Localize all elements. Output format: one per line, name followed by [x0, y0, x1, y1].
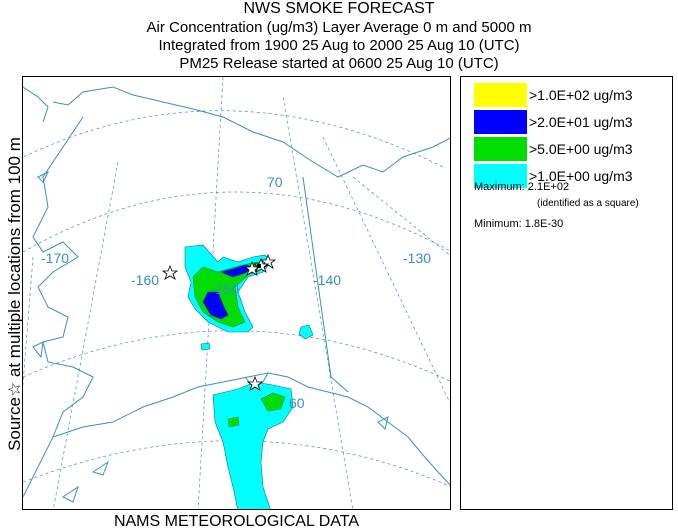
lat-label-60: 60	[289, 395, 305, 411]
smoke-map[interactable]: -170 -160 -150 -140 -130 70 60	[22, 76, 451, 510]
island-4	[91, 460, 110, 476]
bristol-coast	[52, 372, 269, 438]
lon-label-160: -160	[131, 272, 159, 288]
minimum-value: Minimum: 1.8E-30	[474, 218, 564, 230]
maximum-value: Maximum: 2.1E+02	[474, 181, 570, 193]
legend-label: >5.0E+00 ug/m3	[529, 141, 633, 157]
meridian-line	[282, 96, 354, 509]
chukotka-coast	[23, 86, 49, 123]
parallel-line	[23, 191, 450, 253]
plume-level3-north	[202, 291, 229, 320]
meteorological-data-label: NAMS METEOROLOGICAL DATA	[113, 513, 360, 530]
lat-label-70: 70	[267, 174, 283, 190]
coastlines	[23, 86, 450, 503]
parallel-line	[23, 330, 450, 382]
maximum-square	[257, 264, 261, 268]
smoke-plumes	[184, 244, 314, 509]
parallel-line	[23, 110, 444, 168]
meridian-line	[23, 256, 34, 389]
forecast-title: NWS SMOKE FORECAST	[243, 0, 435, 17]
source-star	[161, 264, 179, 280]
west-coast	[32, 116, 94, 438]
source-star	[246, 375, 264, 391]
island-3	[62, 485, 79, 503]
legend-item-yellow: >1.0E+02 ug/m3	[474, 83, 674, 107]
gulf-coast	[267, 372, 450, 486]
legend-label: >1.0E+00 ug/m3	[529, 168, 633, 184]
meridian-line	[322, 136, 450, 404]
legend-swatch	[474, 110, 527, 134]
lon-label-140: -140	[313, 272, 341, 288]
meridian-line	[53, 161, 119, 509]
plume-level1-small	[298, 324, 314, 340]
plume-level1-speck	[200, 342, 211, 351]
graticule	[23, 77, 450, 509]
map-canvas: -170 -160 -150 -140 -130 70 60	[23, 77, 450, 509]
legend-swatch	[474, 164, 527, 188]
concentration-legend: >1.0E+02 ug/m3 >2.0E+01 ug/m3 >5.0E+00 u…	[460, 76, 673, 510]
legend-swatch	[474, 137, 527, 161]
release-subtitle: PM25 Release started at 0600 25 Aug 10 (…	[179, 55, 499, 72]
integration-subtitle: Integrated from 1900 25 Aug to 2000 25 A…	[158, 37, 520, 54]
source-side-label: Source☆ at multiple locations from 100 m	[0, 76, 24, 512]
maximum-note: (identified as a square)	[537, 198, 639, 209]
legend-item-green: >5.0E+00 ug/m3	[474, 137, 674, 161]
plume-level2-small	[227, 416, 240, 428]
north-coast	[52, 86, 450, 178]
plume-level2-south	[260, 392, 286, 412]
legend-label: >1.0E+02 ug/m3	[529, 87, 633, 103]
lon-label-170: -170	[41, 250, 69, 266]
canada-border	[302, 176, 349, 393]
lon-label-130: -130	[403, 250, 431, 266]
grid-labels: -170 -160 -150 -140 -130 70 60	[41, 174, 431, 411]
legend-item-cyan: >1.0E+00 ug/m3	[474, 164, 674, 188]
island-1	[37, 170, 50, 183]
meridian-line	[352, 176, 450, 256]
island-2	[32, 341, 44, 359]
plume-level1-south	[212, 381, 294, 509]
island-5	[377, 416, 389, 430]
concentration-subtitle: Air Concentration (ug/m3) Layer Average …	[146, 19, 532, 36]
peninsula-coast	[23, 436, 54, 498]
lon-label-150: -150	[211, 281, 239, 297]
legend-swatch	[474, 83, 527, 107]
legend-label: >2.0E+01 ug/m3	[529, 114, 633, 130]
legend-item-blue: >2.0E+01 ug/m3	[474, 110, 674, 134]
